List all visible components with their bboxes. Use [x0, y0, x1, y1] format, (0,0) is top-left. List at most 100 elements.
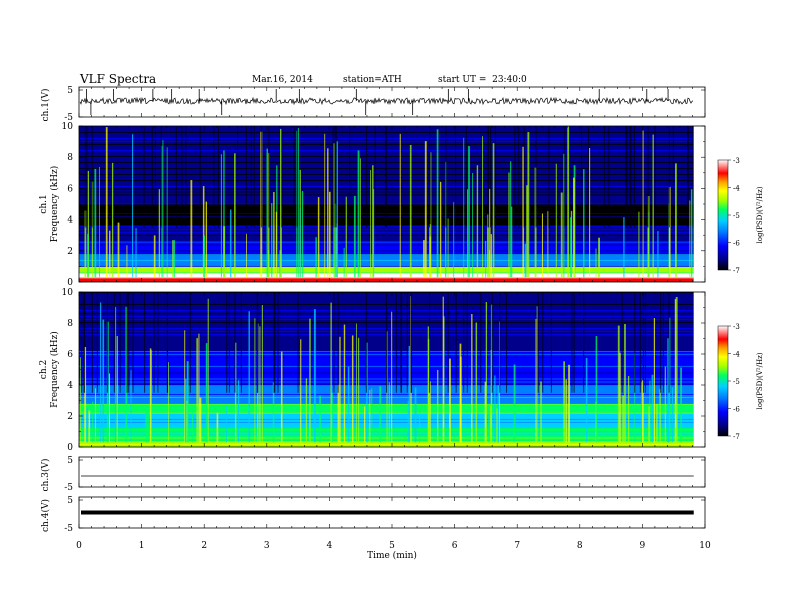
ch1-spectrogram-band-line	[79, 269, 694, 271]
ch2-spectrogram-band-line	[79, 403, 694, 404]
ch2-spectrogram-gap	[167, 292, 169, 393]
x-tick-label: 9	[640, 541, 646, 551]
ch1-spectrogram-sferic	[223, 150, 225, 278]
ch2-spectrogram-gap	[400, 292, 402, 393]
ch4-waveform-ylabel: ch.4(V)	[40, 499, 51, 532]
ch2-spectrogram-gap	[386, 292, 388, 393]
ch1-spectrogram-sferic	[246, 233, 247, 278]
ch1-spectrogram-gap	[250, 126, 252, 228]
ch2-spectrogram-gap	[113, 292, 115, 393]
ch2-spectrogram-gap	[106, 292, 108, 393]
ch2-spectrogram-sferic	[355, 323, 357, 443]
ch1-waveform-ytick-label: -5	[64, 113, 73, 123]
ch1-colorbar-tick-label: -6	[733, 240, 740, 248]
ch1-spectrogram-sferic	[547, 211, 549, 278]
ch2-spectrogram-sferic	[86, 407, 88, 443]
ch2-spectrogram-gap	[128, 292, 130, 393]
ch2-spectrogram-band-line	[79, 427, 694, 429]
ch2-spectrogram-gap	[428, 292, 430, 393]
x-tick-label: 10	[699, 541, 711, 551]
ch1-spectrogram-gap	[86, 126, 88, 228]
ch2-spectrogram-gap	[273, 292, 275, 393]
ch1-spectrogram-sferic	[508, 172, 510, 278]
ch1-spectrogram-sferic	[297, 128, 299, 278]
ch2-spectrogram-sferic	[94, 388, 97, 443]
ch1-spectrogram-gap	[293, 126, 295, 228]
ch1-spectrogram-sferic	[453, 202, 455, 278]
ch1-spectrogram-sferic	[98, 167, 100, 278]
ch4-waveform-ytick-label: 5	[67, 496, 73, 506]
ch1-spectrogram-gap	[603, 126, 605, 228]
ch2-spectrogram-band-line	[79, 400, 694, 401]
ch1-spectrogram-sferic	[273, 191, 275, 278]
ch2-colorbar-label: log(PSD)(V²/Hz)	[756, 352, 764, 409]
ch2-spectrogram-gap	[639, 292, 641, 393]
ch1-spectrogram-sferic	[220, 154, 222, 278]
ch2-spectrogram-gap	[410, 292, 412, 393]
ch2-spectrogram-band-line	[79, 412, 694, 414]
ch2-spectrogram-gap	[153, 292, 155, 393]
ch1-spectrogram-gap	[334, 126, 336, 228]
ch2-spectrogram-sferic	[535, 318, 537, 443]
ch2-spectrogram-sferic	[617, 325, 620, 443]
ch2-spectrogram-sferic	[475, 322, 478, 443]
ch2-spectrogram-gap	[583, 292, 585, 393]
ch1-spectrogram-sferic	[690, 189, 693, 278]
ch2-spectrogram-sferic	[634, 352, 636, 443]
ch1-spectrogram-gap	[626, 126, 628, 228]
ch1-spectrogram-sferic	[84, 210, 87, 278]
ch1-spectrogram-band-line	[79, 253, 694, 255]
ch2-spectrogram-sferic	[488, 409, 490, 443]
ch2-spectrogram-sferic	[671, 387, 674, 443]
ch1-waveform-ylabel: ch.1(V)	[40, 89, 51, 122]
ch2-spectrogram-gap	[573, 292, 575, 393]
ch1-spectrogram-ytick-label: 4	[67, 216, 73, 226]
ch2-spectrogram-gap	[550, 292, 552, 393]
x-tick-label: 6	[452, 541, 458, 551]
ch1-spectrogram-sferic	[492, 143, 495, 278]
ch1-spectrogram-sferic	[567, 126, 570, 278]
ch1-spectrogram-gap	[465, 126, 467, 228]
ch1-spectrogram-gap	[608, 126, 610, 228]
ch1-spectrogram-sferic	[132, 134, 134, 278]
ch1-spectrogram-sferic	[485, 240, 487, 278]
ch2-spectrogram-sferic	[664, 366, 666, 443]
ch2-spectrogram-sferic	[595, 336, 598, 443]
ch2-spectrogram-gap	[668, 292, 670, 393]
ch1-spectrogram-sferic	[317, 197, 320, 278]
ch1-spectrogram-sferic	[234, 153, 236, 278]
ch1-spectrogram-gap	[281, 126, 283, 228]
ch2-spectrogram-gap	[297, 292, 299, 393]
ch1-spectrogram-gap	[428, 126, 430, 228]
ch2-spectrogram-sferic	[234, 342, 237, 443]
ch1-spectrogram-ytick-label: 2	[67, 247, 73, 257]
ch1-spectrogram-gap	[672, 126, 674, 228]
x-tick-label: 5	[389, 541, 395, 551]
ch2-spectrogram-sferic	[272, 382, 275, 443]
ch1-spectrogram-band-line	[79, 240, 694, 242]
ch2-spectrogram-sferic	[622, 395, 625, 443]
ch2-spectrogram-ytick-label: 4	[67, 381, 73, 391]
ch1-spectrogram-ytick-label: 6	[67, 184, 73, 194]
ch2-spectrogram-band-line	[79, 431, 694, 433]
ch2-spectrogram-sferic	[540, 381, 542, 443]
ch1-spectrogram-gap	[668, 126, 670, 228]
x-tick-label: 2	[201, 541, 207, 551]
ch2-spectrogram-sferic	[640, 382, 642, 443]
ch2-spectrogram-sferic	[309, 318, 311, 443]
ch1-spectrogram-sferic	[472, 172, 474, 278]
ch2-spectrogram-sferic	[651, 374, 654, 443]
ch2-spectrogram-sferic	[191, 406, 194, 443]
ch1-spectrogram-gap	[237, 126, 239, 228]
ch1-spectrogram-sferic	[447, 218, 449, 278]
ch2-spectrogram-band-line	[79, 397, 694, 398]
ch2-spectrogram-sferic	[496, 408, 499, 443]
ch1-spectrogram-sferic	[476, 165, 479, 278]
ch1-spectrogram-sferic	[570, 217, 572, 278]
ch2-spectrogram-sferic	[339, 336, 341, 443]
ch1-spectrogram-gap	[581, 126, 583, 228]
ch1-spectrogram-sferic	[299, 208, 301, 278]
ch2-spectrogram-sferic	[145, 404, 148, 443]
ch2-spectrogram-sferic	[199, 397, 202, 443]
ch1-spectrogram-sferic	[166, 147, 168, 278]
